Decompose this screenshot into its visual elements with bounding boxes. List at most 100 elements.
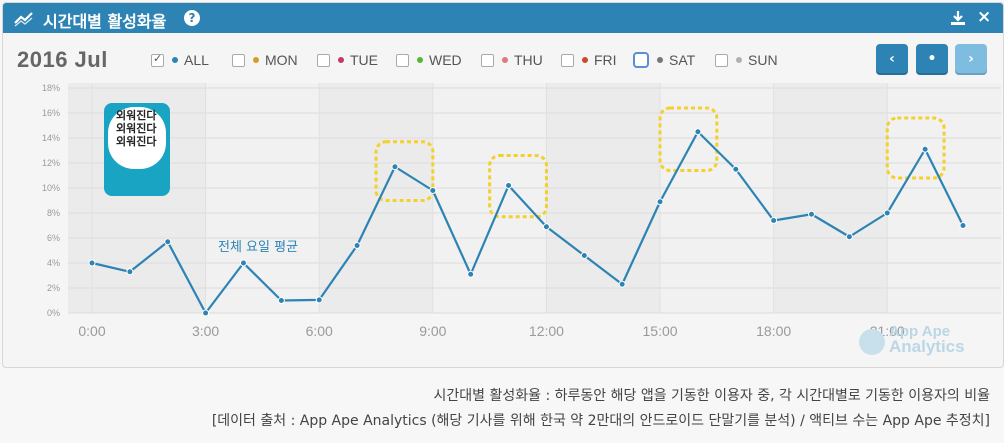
close-icon[interactable]: × [977,7,992,27]
data-point [845,233,853,241]
filter-sun[interactable]: SUN [715,51,778,69]
caption-definition: 시간대별 활성화율 : 하루동안 해당 앱을 기동한 이용자 중, 각 시간대별… [433,388,990,404]
watermark: App Ape Analytics [859,323,989,363]
title-bar: 시간대별 활성화율 ? × [3,3,1003,33]
data-point [921,145,929,153]
data-point [694,128,702,136]
series-dot-icon [582,57,588,63]
series-dot-icon [657,57,663,63]
checkbox-icon[interactable] [317,53,330,67]
highlight-box [374,140,435,202]
watermark-line1: App Ape [889,323,951,340]
data-point [88,259,96,267]
y-tick-label: 4% [47,258,60,268]
app-icon-text: 외워진다 [116,122,157,135]
series-dot-icon [253,57,259,63]
highlight-box [488,154,548,219]
filter-label: MON [265,52,298,68]
series-dot-icon [338,57,344,63]
data-point [277,297,285,304]
prev-month-button[interactable]: ‹ [876,44,908,75]
y-tick-label: 10% [42,183,60,193]
panel-title: 시간대별 활성화율 [43,12,167,31]
filter-fri[interactable]: FRI [561,51,617,69]
checkbox-icon[interactable] [151,52,164,67]
series-dot-icon [502,57,508,63]
filter-wed[interactable]: WED [396,51,462,69]
data-point [542,223,550,231]
filter-label: ALL [184,52,209,68]
app-icon: 외워진다 외워진다 외워진다 [104,103,170,196]
plot-band [205,83,320,313]
x-tick-label: 6:00 [306,323,333,339]
checkbox-icon[interactable] [715,53,728,67]
data-point [580,252,588,259]
chart-panel: 시간대별 활성화율 ? × 2016 Jul ALL MON TUE WED [2,2,1004,368]
toolbar: 2016 Jul ALL MON TUE WED THU [3,33,1003,83]
series-dot-icon [172,57,178,63]
data-point [732,165,740,173]
y-tick-label: 6% [47,233,60,243]
app-ape-logo-icon [859,329,885,355]
speech-bubble-icon [108,107,166,169]
data-point [164,238,172,246]
y-tick-label: 16% [42,108,60,118]
x-tick-label: 15:00 [643,323,678,339]
data-point [770,217,778,224]
y-tick-label: 12% [42,158,60,168]
data-point [429,187,437,194]
data-point [505,182,513,189]
current-month-button[interactable]: • [916,44,948,75]
data-point [467,270,475,278]
filter-mon[interactable]: MON [232,51,298,69]
checkbox-icon[interactable] [561,53,574,67]
x-tick-label: 12:00 [529,323,564,339]
help-icon[interactable]: ? [184,10,200,26]
filter-tue[interactable]: TUE [317,51,378,69]
series-annotation: 전체 요일 평균 [218,240,298,255]
plot-band [660,83,774,313]
y-tick-label: 0% [47,308,60,318]
data-point [353,242,361,249]
x-tick-label: 0:00 [78,323,105,339]
download-icon[interactable] [949,9,967,27]
filter-thu[interactable]: THU [481,51,543,69]
line-chart: 0% 2% 4% 6% 8% 10% 12% 14% 16% 18% 0:00 3:00 6:00 9:0… [42,83,1001,339]
data-point [959,222,967,229]
x-tick-label: 3:00 [192,323,219,339]
y-tick-label: 18% [42,83,60,93]
y-tick-label: 14% [42,133,60,143]
data-point [391,163,399,171]
plot-band [546,83,661,313]
filter-label: FRI [594,52,617,68]
data-point [808,210,816,218]
checkbox-icon[interactable] [481,53,494,67]
y-tick-label: 8% [47,208,60,218]
caption-source: [데이터 출처 : App Ape Analytics (해당 기사를 위해 한… [211,413,990,429]
plot-band [887,83,1001,313]
plot-band [773,83,888,313]
filter-label: WED [429,52,462,68]
filter-label: SUN [748,52,778,68]
checkbox-icon[interactable] [232,53,245,67]
data-point [618,280,626,288]
data-point [126,268,134,276]
app-icon-text: 외워진다 [116,135,157,148]
checkbox-icon[interactable] [633,52,649,68]
x-tick-label: 9:00 [419,323,446,339]
next-month-button[interactable]: › [955,44,987,75]
series-dot-icon [417,57,423,63]
filter-label: TUE [350,52,378,68]
data-point [883,209,891,217]
highlight-box [658,106,719,172]
filter-all[interactable]: ALL [151,51,209,69]
trend-line-icon [14,12,33,27]
filter-sat[interactable]: SAT [633,51,695,69]
data-point [202,309,210,317]
data-point [315,296,323,304]
plot-band [319,83,433,313]
app-icon-text: 외워진다 [116,109,157,122]
filter-label: SAT [669,52,696,68]
series-line [91,130,964,315]
checkbox-icon[interactable] [396,53,409,67]
